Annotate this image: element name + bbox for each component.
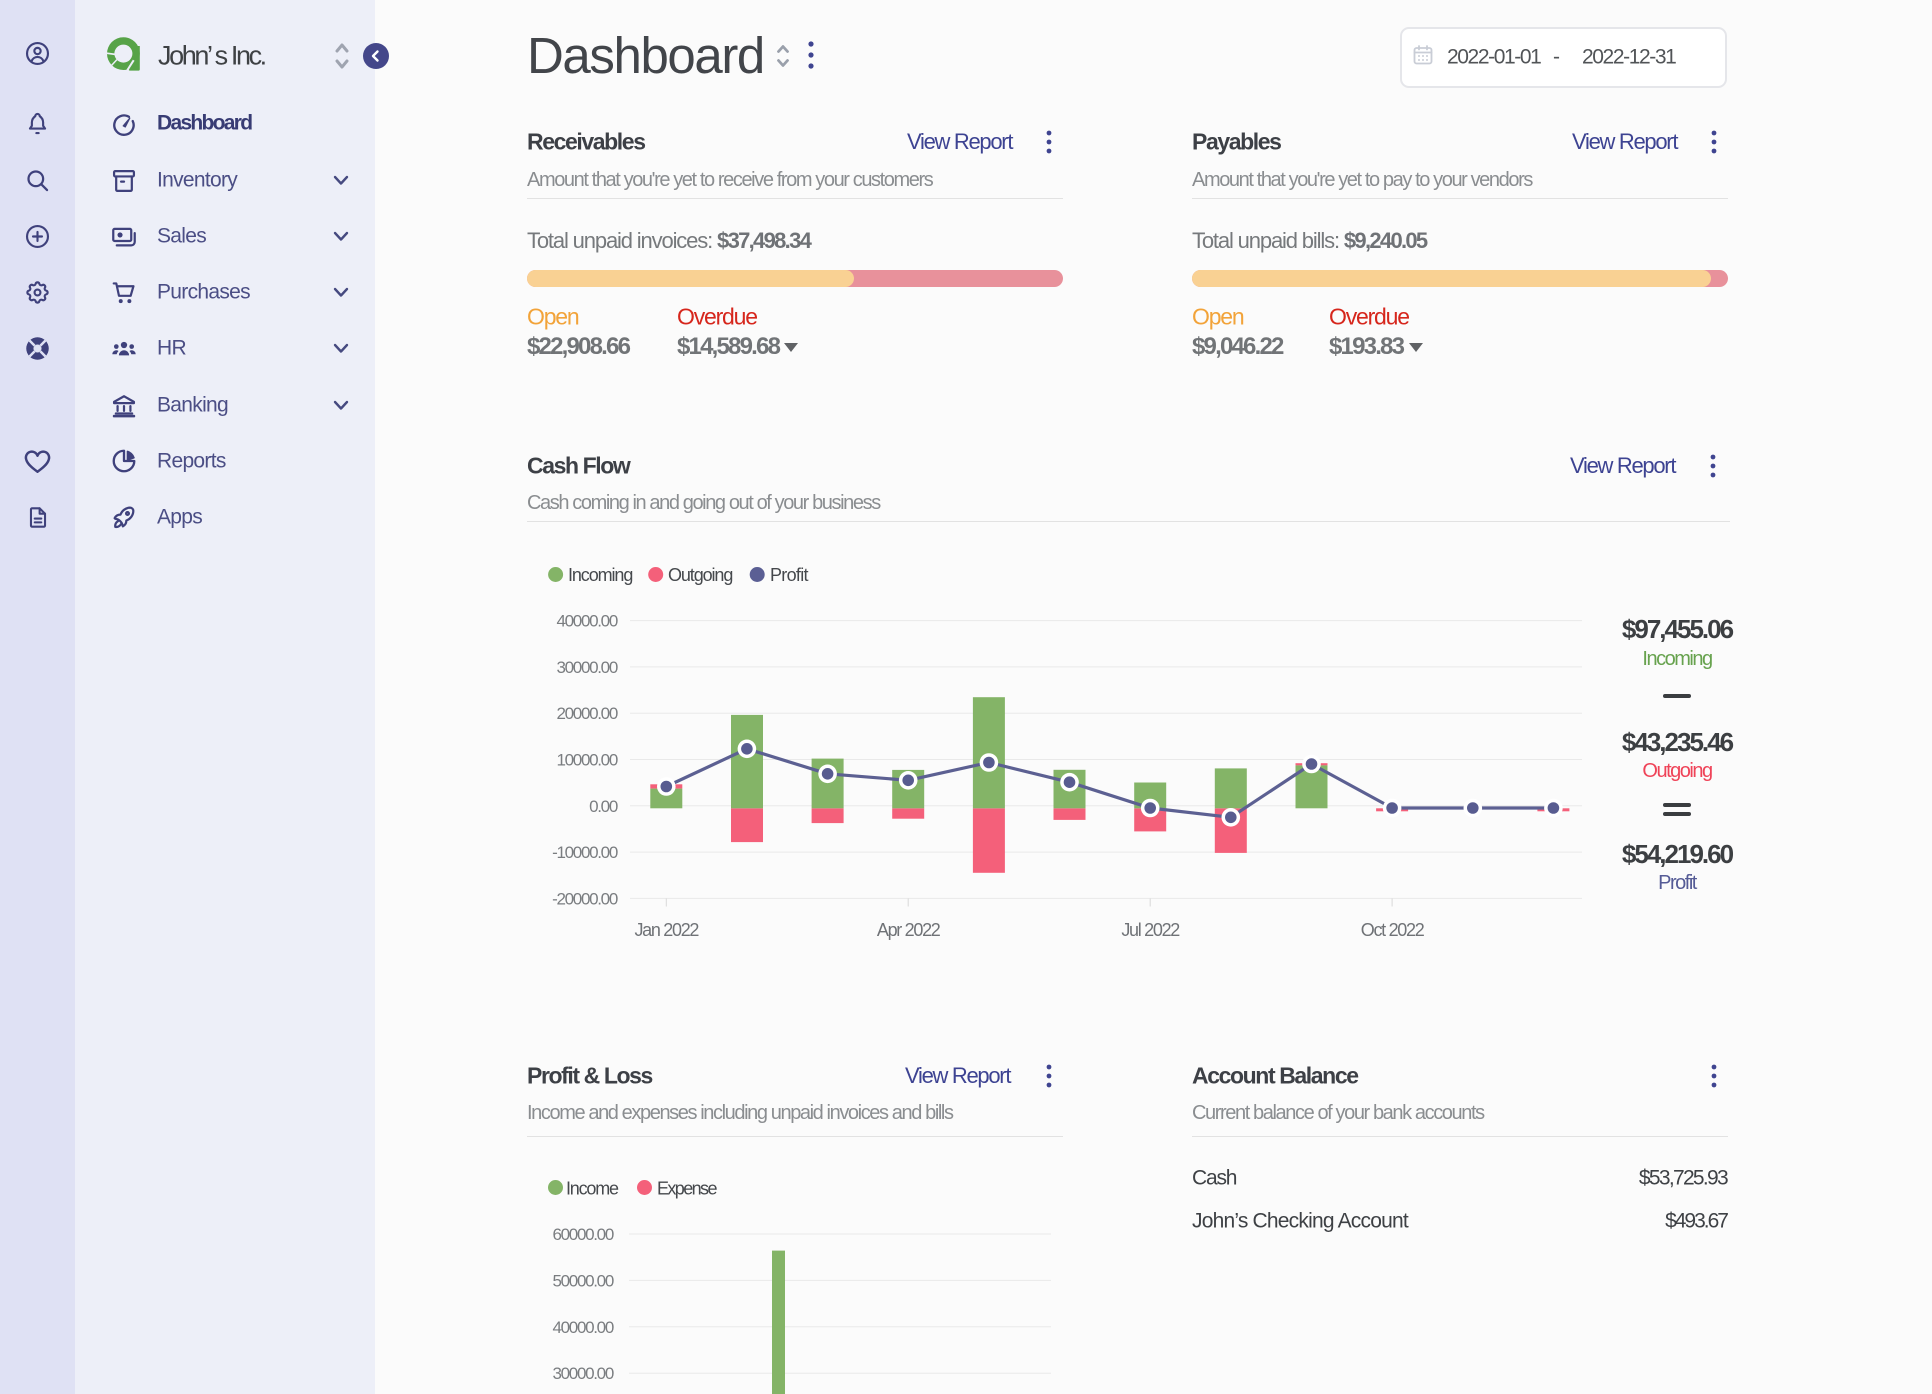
svg-text:20000.00: 20000.00 bbox=[556, 704, 617, 723]
svg-text:-20000.00: -20000.00 bbox=[552, 889, 618, 908]
svg-text:10000.00: 10000.00 bbox=[556, 751, 617, 770]
svg-text:Jan 2022: Jan 2022 bbox=[634, 920, 699, 940]
svg-text:Incoming: Incoming bbox=[568, 565, 632, 585]
svg-text:40000.00: 40000.00 bbox=[556, 612, 617, 631]
svg-text:Oct 2022: Oct 2022 bbox=[1361, 920, 1425, 940]
svg-text:Profit: Profit bbox=[770, 565, 809, 585]
svg-text:60000.00: 60000.00 bbox=[552, 1225, 613, 1244]
svg-text:Outgoing: Outgoing bbox=[668, 565, 732, 585]
svg-text:30000.00: 30000.00 bbox=[552, 1364, 613, 1383]
svg-text:Apr 2022: Apr 2022 bbox=[877, 920, 941, 940]
svg-text:40000.00: 40000.00 bbox=[552, 1318, 613, 1337]
svg-text:50000.00: 50000.00 bbox=[552, 1271, 613, 1290]
svg-text:30000.00: 30000.00 bbox=[556, 658, 617, 677]
svg-text:Income: Income bbox=[566, 1179, 619, 1199]
svg-text:-10000.00: -10000.00 bbox=[552, 843, 618, 862]
svg-text:Expense: Expense bbox=[657, 1179, 717, 1199]
svg-text:0.00: 0.00 bbox=[589, 797, 618, 816]
svg-text:Jul 2022: Jul 2022 bbox=[1121, 920, 1180, 940]
